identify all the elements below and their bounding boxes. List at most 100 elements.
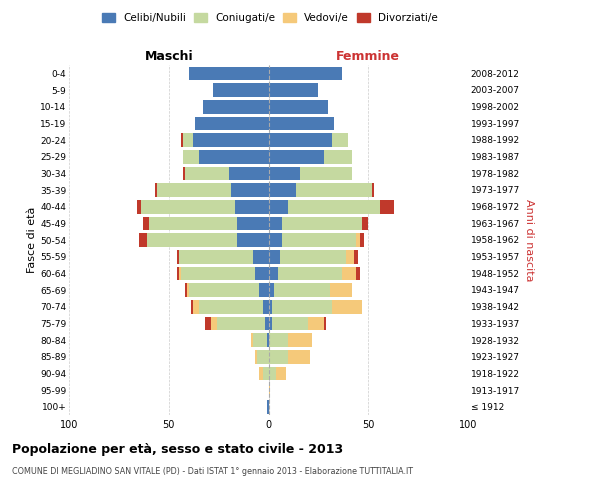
Bar [269,150,325,164]
Bar [325,150,352,164]
Bar [155,183,157,197]
Bar [229,166,269,180]
Bar [179,266,181,280]
Y-axis label: Fasce di età: Fasce di età [27,207,37,273]
Bar [251,333,253,347]
Bar [211,316,217,330]
Bar [332,300,362,314]
Bar [181,266,254,280]
Bar [177,266,179,280]
Bar [280,250,346,264]
Text: Maschi: Maschi [145,50,193,62]
Bar [325,316,326,330]
Bar [356,233,360,247]
Bar [266,333,269,347]
Bar [308,316,325,330]
Bar [141,200,235,213]
Bar [269,350,289,364]
Bar [296,183,372,197]
Bar [289,333,313,347]
Bar [253,250,269,264]
Bar [269,233,283,247]
Bar [188,66,269,80]
Bar [139,233,147,247]
Bar [185,166,229,180]
Bar [157,183,230,197]
Bar [193,133,269,147]
Bar [343,266,356,280]
Bar [269,100,328,114]
Text: Femmine: Femmine [336,50,400,62]
Bar [356,266,360,280]
Bar [259,283,269,297]
Bar [346,250,354,264]
Text: COMUNE DI MEGLIADINO SAN VITALE (PD) - Dati ISTAT 1° gennaio 2013 - Elaborazione: COMUNE DI MEGLIADINO SAN VITALE (PD) - D… [12,468,413,476]
Bar [203,100,269,114]
Bar [331,283,352,297]
Bar [269,283,274,297]
Bar [193,300,199,314]
Bar [265,316,269,330]
Bar [188,283,259,297]
Bar [269,250,280,264]
Bar [372,183,374,197]
Bar [380,200,394,213]
Bar [289,350,310,364]
Bar [332,133,348,147]
Bar [269,216,283,230]
Bar [257,350,269,364]
Bar [289,200,380,213]
Bar [149,216,236,230]
Bar [360,233,364,247]
Bar [253,333,266,347]
Bar [179,250,253,264]
Bar [205,316,211,330]
Bar [143,216,149,230]
Bar [269,383,271,397]
Bar [362,216,368,230]
Bar [263,300,269,314]
Bar [199,300,263,314]
Bar [272,316,308,330]
Bar [212,83,269,97]
Bar [269,366,277,380]
Text: Popolazione per età, sesso e stato civile - 2013: Popolazione per età, sesso e stato civil… [12,442,343,456]
Bar [278,266,343,280]
Bar [183,166,185,180]
Bar [269,200,289,213]
Bar [183,133,193,147]
Bar [266,400,269,413]
Bar [181,133,183,147]
Bar [269,300,272,314]
Bar [277,366,286,380]
Bar [354,250,358,264]
Y-axis label: Anni di nascita: Anni di nascita [524,198,534,281]
Bar [269,183,296,197]
Bar [236,233,269,247]
Bar [259,366,263,380]
Bar [269,166,301,180]
Bar [301,166,352,180]
Bar [191,300,193,314]
Bar [269,133,332,147]
Bar [254,266,269,280]
Bar [217,316,265,330]
Bar [269,66,343,80]
Bar [185,283,187,297]
Bar [263,366,269,380]
Bar [187,283,188,297]
Bar [235,200,269,213]
Bar [183,150,199,164]
Bar [230,183,269,197]
Bar [137,200,141,213]
Bar [269,266,278,280]
Legend: Celibi/Nubili, Coniugati/e, Vedovi/e, Divorziati/e: Celibi/Nubili, Coniugati/e, Vedovi/e, Di… [102,12,438,23]
Bar [254,350,257,364]
Bar [274,283,331,297]
Bar [269,116,334,130]
Bar [147,233,236,247]
Bar [269,83,319,97]
Bar [272,300,332,314]
Bar [177,250,179,264]
Bar [283,233,356,247]
